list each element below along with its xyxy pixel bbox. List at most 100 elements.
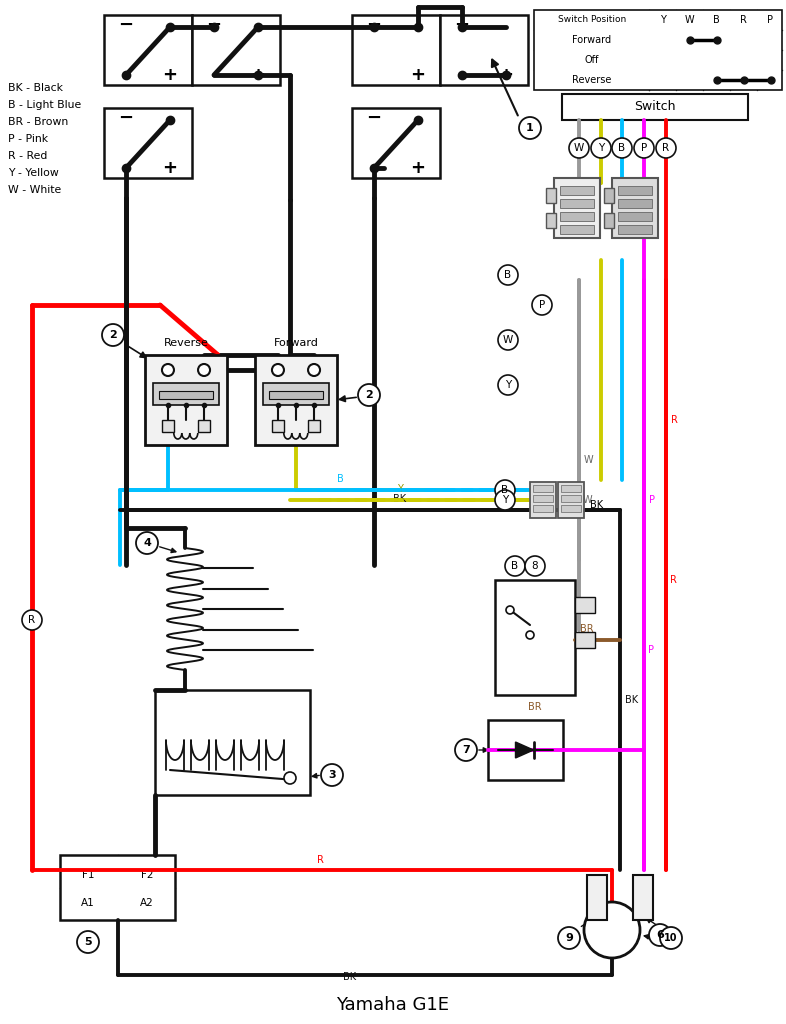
Circle shape <box>77 931 99 953</box>
Circle shape <box>498 265 518 285</box>
Text: B: B <box>713 15 720 25</box>
Text: 2: 2 <box>365 390 373 400</box>
Text: +: + <box>410 66 425 84</box>
Circle shape <box>532 295 552 315</box>
Circle shape <box>569 138 589 158</box>
Circle shape <box>102 324 124 346</box>
Text: B: B <box>336 474 343 484</box>
Bar <box>533 505 553 512</box>
Bar <box>533 485 553 492</box>
Text: BK: BK <box>343 972 357 982</box>
Text: Forward: Forward <box>274 338 318 348</box>
Text: BR: BR <box>528 702 542 712</box>
Text: Switch Position: Switch Position <box>558 15 626 25</box>
Bar <box>560 186 594 195</box>
Bar <box>546 188 556 203</box>
Text: BK: BK <box>625 695 638 705</box>
Text: A2: A2 <box>140 898 154 908</box>
Circle shape <box>660 927 682 949</box>
Bar <box>604 213 614 228</box>
Circle shape <box>284 772 296 784</box>
Bar <box>272 420 284 432</box>
Bar <box>561 485 581 492</box>
Bar <box>560 212 594 221</box>
Circle shape <box>656 138 676 158</box>
Bar <box>575 632 595 648</box>
Text: BK: BK <box>394 494 406 504</box>
Bar <box>612 178 658 238</box>
Bar <box>308 420 320 432</box>
Bar <box>352 15 440 85</box>
Bar <box>440 15 528 85</box>
Text: W: W <box>685 15 694 25</box>
Text: −: − <box>207 16 222 34</box>
Circle shape <box>321 764 343 786</box>
Bar <box>562 94 748 120</box>
Text: W: W <box>503 335 513 345</box>
Text: Forward: Forward <box>572 35 612 45</box>
Bar <box>269 391 323 399</box>
Bar <box>255 355 337 445</box>
Polygon shape <box>516 742 534 758</box>
Text: P: P <box>767 15 773 25</box>
Bar <box>546 213 556 228</box>
Text: P - Pink: P - Pink <box>8 134 48 144</box>
Circle shape <box>519 117 541 139</box>
Text: Reverse: Reverse <box>572 75 612 85</box>
Text: 9: 9 <box>565 933 573 943</box>
Text: Y: Y <box>659 15 666 25</box>
Text: 8: 8 <box>531 561 538 571</box>
Bar <box>618 225 652 234</box>
Circle shape <box>198 364 210 376</box>
Circle shape <box>505 556 525 575</box>
Text: 5: 5 <box>84 937 92 947</box>
Text: +: + <box>163 66 178 84</box>
Bar <box>495 580 575 695</box>
Text: 2: 2 <box>109 330 117 340</box>
Text: F1: F1 <box>82 870 94 880</box>
Circle shape <box>498 330 518 350</box>
Text: Y: Y <box>598 143 604 153</box>
Text: 6: 6 <box>656 930 664 940</box>
Text: R: R <box>28 615 35 625</box>
Text: −: − <box>366 16 381 34</box>
Bar <box>104 108 192 178</box>
Text: A1: A1 <box>81 898 95 908</box>
Bar <box>530 482 556 518</box>
Bar <box>618 212 652 221</box>
Bar <box>488 720 563 780</box>
Text: Y: Y <box>397 484 403 494</box>
Bar <box>534 10 782 90</box>
Text: P: P <box>649 495 655 505</box>
Circle shape <box>525 556 545 575</box>
Text: −: − <box>119 109 134 127</box>
Bar <box>558 482 584 518</box>
Text: W: W <box>574 143 584 153</box>
Text: +: + <box>410 159 425 177</box>
Text: F2: F2 <box>141 870 153 880</box>
Text: BK - Black: BK - Black <box>8 83 63 93</box>
Circle shape <box>22 610 42 630</box>
Text: Y: Y <box>505 380 511 390</box>
Text: 1: 1 <box>526 123 534 133</box>
Bar <box>104 15 192 85</box>
Text: −: − <box>119 16 134 34</box>
Circle shape <box>308 364 320 376</box>
Circle shape <box>591 138 611 158</box>
Text: Switch: Switch <box>634 100 676 114</box>
Circle shape <box>495 480 515 500</box>
Text: BR: BR <box>580 624 593 634</box>
Text: R - Red: R - Red <box>8 151 47 161</box>
Bar <box>145 355 227 445</box>
Bar <box>575 597 595 613</box>
Circle shape <box>162 364 174 376</box>
Bar <box>352 108 440 178</box>
Text: R: R <box>317 855 323 865</box>
Text: R: R <box>670 575 677 585</box>
Text: +: + <box>163 159 178 177</box>
Text: +: + <box>251 66 266 84</box>
Text: Y: Y <box>502 495 508 505</box>
Text: Yamaha G1E: Yamaha G1E <box>336 996 450 1014</box>
Text: R: R <box>663 143 670 153</box>
Text: Y - Yellow: Y - Yellow <box>8 168 59 178</box>
